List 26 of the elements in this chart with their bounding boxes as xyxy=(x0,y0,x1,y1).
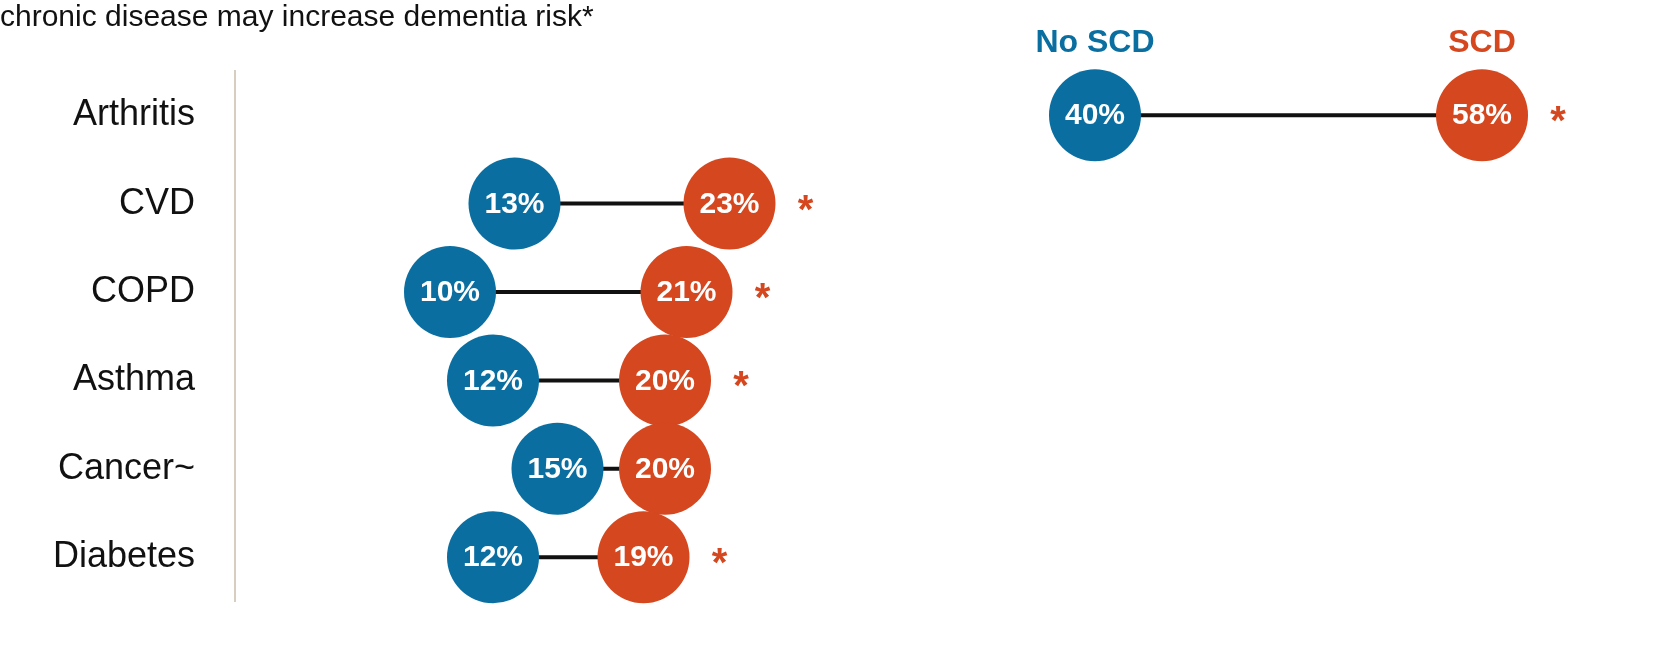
data-label: 13% xyxy=(484,185,545,219)
data-label: 40% xyxy=(1064,97,1126,131)
annotation: * xyxy=(1550,98,1567,143)
data-label: 20% xyxy=(634,451,696,485)
data-label: 23% xyxy=(699,185,760,219)
data-label: 12% xyxy=(462,539,524,573)
data-label: 10% xyxy=(419,274,481,308)
data-label: 20% xyxy=(634,362,696,396)
annotation: * xyxy=(733,363,750,408)
data-label: 12% xyxy=(462,362,524,396)
series-label: SCD xyxy=(1448,23,1516,60)
y-tick-label: Cancer~ xyxy=(57,445,195,487)
y-tick-label: Arthritis xyxy=(72,92,195,134)
y-tick-label: CVD xyxy=(118,180,195,222)
data-label: 15% xyxy=(527,451,588,485)
data-label: 19% xyxy=(613,539,674,573)
y-tick-label: Asthma xyxy=(72,357,196,399)
y-tick-label: COPD xyxy=(90,268,195,310)
series-label: No SCD xyxy=(1035,23,1155,60)
annotation: * xyxy=(797,186,814,231)
data-label: 58% xyxy=(1451,97,1513,131)
annotation: * xyxy=(754,275,771,320)
y-tick-label: Diabetes xyxy=(52,534,195,576)
data-label: 21% xyxy=(656,274,717,308)
chart-title: chronic disease may increase dementia risk* xyxy=(0,0,594,33)
annotation: * xyxy=(711,540,728,585)
